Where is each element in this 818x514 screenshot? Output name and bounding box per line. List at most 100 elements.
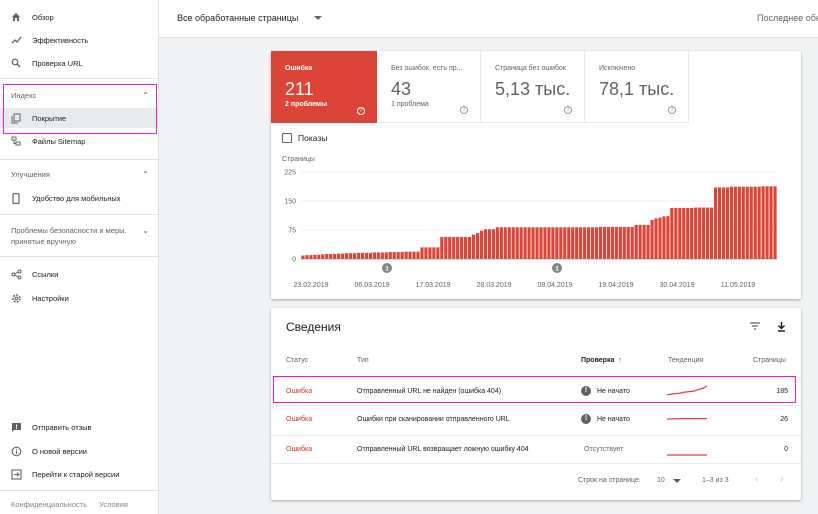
sidebar-item-performance[interactable]: Эффективность	[0, 30, 159, 50]
header-check[interactable]: Проверка ↑	[581, 357, 622, 364]
page-range: 1–3 из 3	[702, 477, 729, 484]
sidebar-item-label: Настройки	[32, 293, 69, 303]
chart-bar	[325, 253, 329, 259]
prev-page-icon[interactable]: ‹	[755, 474, 759, 485]
section-title: Улучшения	[11, 170, 50, 179]
sidebar-item-label: Проверка URL	[32, 58, 83, 68]
section-title: Индекс	[11, 91, 37, 100]
chart-bar	[333, 253, 337, 259]
sidebar-item-links[interactable]: Ссылки	[0, 264, 159, 284]
sidebar-item-url-inspection[interactable]: Проверка URL	[0, 53, 159, 73]
chart-bar	[408, 251, 412, 259]
sparkline-line	[667, 417, 707, 420]
table-row[interactable]: Ошибка Отправленный URL не найден (ошибк…	[271, 377, 801, 405]
divider	[0, 78, 159, 79]
sidebar-item-coverage[interactable]: Покрытие	[0, 108, 159, 128]
header-pages[interactable]: Страницы	[753, 357, 786, 364]
header-type[interactable]: Тип	[357, 357, 369, 364]
sidebar-item-label: Эффективность	[32, 35, 89, 45]
y-tick-label: 0	[292, 257, 296, 264]
chart-bar	[555, 227, 559, 259]
pages-filter-dropdown[interactable]: Все обработанные страницы	[177, 13, 323, 23]
chart-bar	[539, 227, 543, 259]
chart-bar	[666, 216, 670, 259]
chart-bar	[587, 227, 591, 259]
row-status: Ошибка	[286, 446, 313, 453]
chart-bar	[468, 236, 472, 259]
chart-bar	[479, 230, 484, 259]
chart-bar	[483, 229, 488, 259]
help-icon[interactable]: ?	[668, 106, 676, 114]
section-index-header[interactable]: Индекс ⌃	[0, 90, 159, 101]
row-status: Ошибка	[286, 388, 313, 395]
chart-bar	[452, 236, 456, 259]
sidebar-item-overview[interactable]: Обзор	[0, 7, 159, 27]
chart-bar	[753, 186, 757, 259]
header-status[interactable]: Статус	[286, 357, 309, 364]
chart-bar	[737, 186, 741, 259]
tile-value: 5,13 тыс.	[495, 79, 571, 99]
chart-bar	[313, 254, 317, 259]
chart-bar	[356, 252, 361, 259]
chart-bar	[575, 227, 579, 259]
tile-label: Страница без ошибок	[495, 65, 566, 72]
help-icon[interactable]: ?	[357, 107, 365, 115]
tile-label: Без ошибок, есть пр...	[391, 65, 463, 72]
y-tick-label: 225	[284, 170, 296, 177]
annotation-label: 1	[385, 266, 389, 273]
chart-bar	[440, 236, 444, 259]
rows-per-page-select[interactable]: 10	[657, 477, 681, 484]
chart-bar	[531, 227, 535, 259]
section-security-header[interactable]: Проблемы безопасности и меры, принятые в…	[0, 225, 159, 247]
sidebar-item-label: Ссылки	[32, 269, 59, 279]
tile-sub: 1 проблема	[391, 101, 429, 108]
tile-label: Ошибка	[285, 65, 313, 72]
header-trend[interactable]: Тенденция	[668, 357, 704, 364]
chart-bar	[495, 227, 499, 259]
chart-bar	[444, 236, 448, 259]
help-icon[interactable]: ?	[460, 106, 468, 114]
trend-sparkline	[667, 454, 707, 456]
privacy-link[interactable]: Конфиденциальность	[11, 500, 88, 509]
chart-bar	[364, 252, 369, 259]
tile-value: 78,1 тыс.	[599, 79, 675, 99]
sidebar-item-old-version[interactable]: Перейти к старой версии	[0, 464, 159, 484]
row-type: Отправленный URL не найден (ошибка 404)	[357, 388, 502, 395]
details-card: Сведения Статус Тип Проверка ↑ Тенденция…	[271, 308, 801, 500]
chart-bar	[563, 227, 567, 259]
download-icon[interactable]	[776, 321, 787, 335]
help-icon[interactable]: ?	[564, 106, 572, 114]
section-enhancements-header[interactable]: Улучшения ⌃	[0, 169, 159, 180]
terms-link[interactable]: Условия	[99, 500, 128, 509]
next-page-icon[interactable]: ›	[780, 474, 784, 485]
tile-valid-with-warnings[interactable]: Без ошибок, есть пр... 43 1 проблема ?	[377, 51, 481, 123]
sidebar-item-about-new-version[interactable]: О новой версии	[0, 441, 159, 461]
chart-bar	[658, 217, 662, 259]
table-row[interactable]: Ошибка Отправленный URL возвращает ложну…	[271, 435, 801, 463]
chart-bar	[650, 219, 654, 259]
sidebar-item-sitemaps[interactable]: Файлы Sitemap	[0, 131, 159, 151]
exclamation-icon: !	[581, 386, 591, 396]
filter-icon[interactable]	[749, 321, 761, 334]
x-tick-label: 19.04.2019	[598, 282, 633, 289]
sidebar-item-settings[interactable]: Настройки	[0, 288, 159, 308]
annotation-label: 1	[555, 266, 559, 273]
x-tick-label: 08.04.2019	[537, 282, 572, 289]
divider	[0, 214, 159, 215]
impressions-toggle[interactable]: Показы	[282, 133, 327, 143]
tile-valid[interactable]: Страница без ошибок 5,13 тыс. ?	[481, 51, 585, 123]
filter-label: Все обработанные страницы	[177, 13, 299, 23]
chart-bar	[535, 227, 539, 259]
trend-sparkline	[667, 417, 707, 420]
chart-bar	[499, 227, 503, 259]
impressions-checkbox[interactable]	[282, 133, 292, 143]
sidebar-item-mobile-usability[interactable]: Удобство для мобильных	[0, 188, 159, 208]
sidebar-item-feedback[interactable]: Отправить отзыв	[0, 417, 159, 437]
tile-excluded[interactable]: Исключено 78,1 тыс. ?	[585, 51, 689, 123]
sidebar-item-label: О новой версии	[32, 446, 87, 456]
chart-bar	[602, 226, 607, 259]
table-row[interactable]: Ошибка Ошибки при сканировании отправлен…	[271, 405, 801, 433]
links-icon	[9, 267, 23, 281]
chart-bar	[571, 227, 575, 259]
tile-error[interactable]: Ошибка 211 2 проблемы ?	[271, 51, 377, 123]
